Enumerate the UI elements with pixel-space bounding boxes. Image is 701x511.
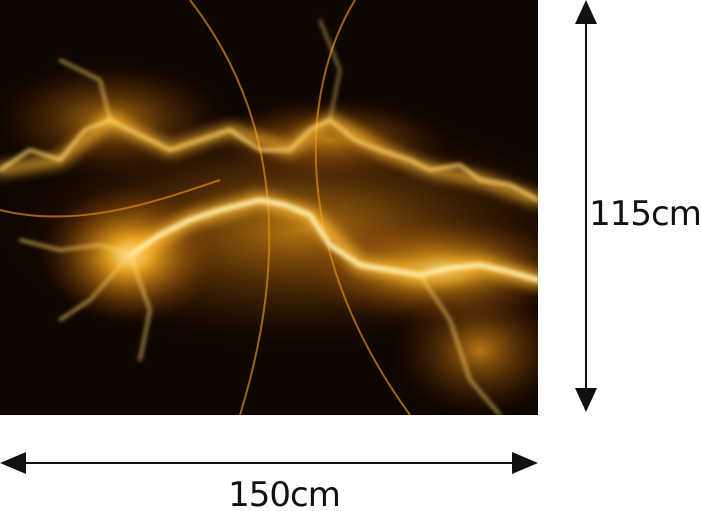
artwork bbox=[0, 0, 538, 415]
width-label: 150cm bbox=[228, 475, 340, 511]
height-arrow bbox=[575, 0, 597, 412]
width-arrow bbox=[0, 452, 538, 474]
height-label: 115cm bbox=[589, 194, 701, 234]
